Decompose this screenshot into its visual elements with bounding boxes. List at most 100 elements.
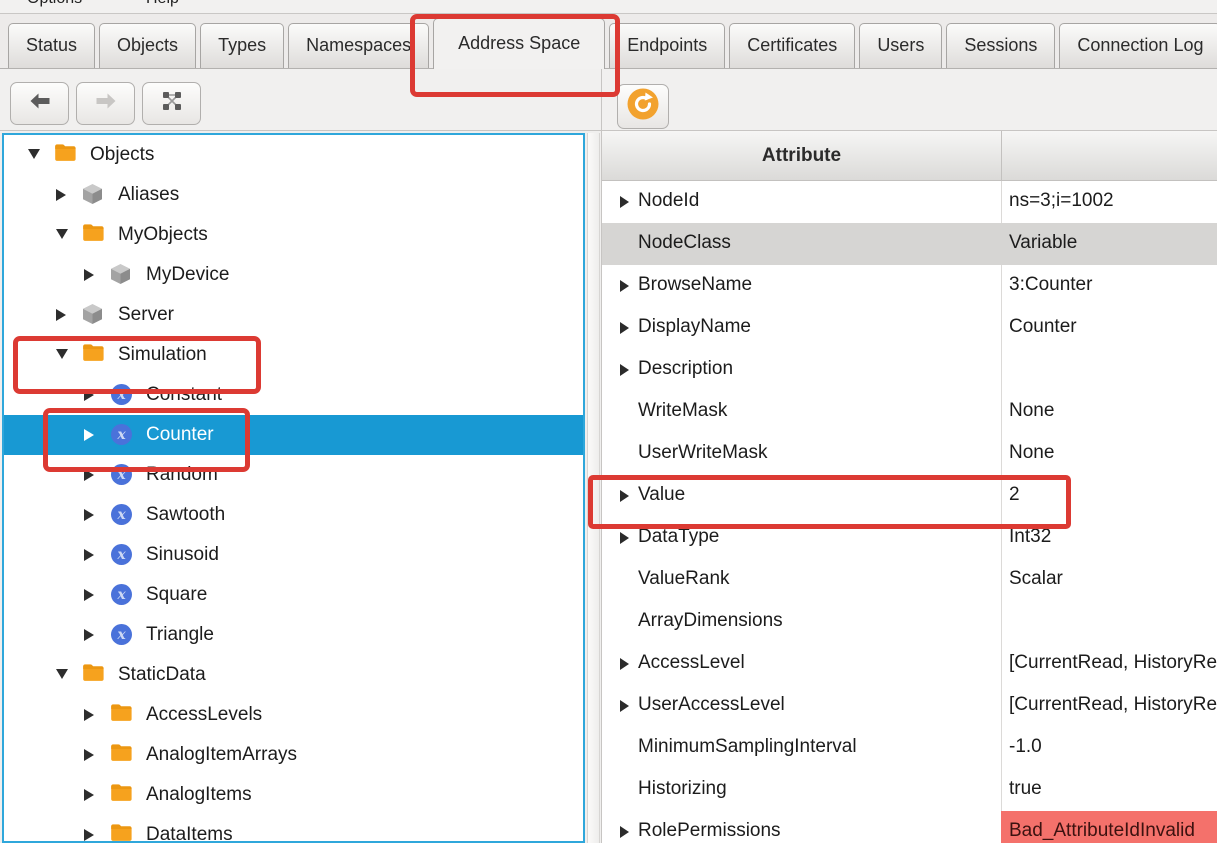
tab-types[interactable]: Types [200, 23, 285, 68]
tree-item-server[interactable]: Server [4, 295, 583, 335]
expand-arrow-icon[interactable] [84, 469, 94, 481]
attribute-value: Variable [1009, 232, 1078, 253]
expand-arrow-icon[interactable] [84, 829, 94, 841]
tree-item-staticdata[interactable]: StaticData [4, 655, 583, 695]
variable-icon: x [110, 423, 133, 451]
attribute-row-useraccesslevel[interactable]: UserAccessLevel [CurrentRead, HistoryRead… [602, 685, 1217, 727]
attribute-row-browsename[interactable]: BrowseName 3:Counter [602, 265, 1217, 307]
svg-text:x: x [116, 387, 126, 403]
expand-arrow-icon[interactable] [84, 549, 94, 561]
tab-objects[interactable]: Objects [99, 23, 197, 68]
svg-text:x: x [116, 427, 126, 443]
tree-item-objects[interactable]: Objects [4, 135, 583, 175]
attribute-row-description[interactable]: Description [602, 349, 1217, 391]
attribute-table-header: Attribute [602, 131, 1217, 181]
expand-arrow-icon[interactable] [620, 364, 629, 376]
tab-connection-log[interactable]: Connection Log [1059, 23, 1217, 68]
tree-item-analogitems[interactable]: AnalogItems [4, 775, 583, 815]
attribute-value: [CurrentRead, HistoryRead] [1009, 652, 1217, 673]
tree-item-aliases[interactable]: Aliases [4, 175, 583, 215]
attribute-name: AccessLevel [638, 652, 745, 673]
collapse-arrow-icon[interactable] [56, 349, 68, 359]
tree-item-label: Objects [90, 144, 155, 165]
expand-arrow-icon[interactable] [56, 309, 66, 321]
tree-item-label: Counter [146, 424, 214, 445]
attribute-value: Scalar [1009, 568, 1063, 589]
tree-item-mydevice[interactable]: MyDevice [4, 255, 583, 295]
attribute-row-accesslevel[interactable]: AccessLevel [CurrentRead, HistoryRead] [602, 643, 1217, 685]
attribute-row-minimumsamplinginterval[interactable]: MinimumSamplingInterval -1.0 [602, 727, 1217, 769]
expand-arrow-icon[interactable] [84, 509, 94, 521]
expand-arrow-icon[interactable] [620, 280, 629, 292]
tree-item-sinusoid[interactable]: x Sinusoid [4, 535, 583, 575]
expand-arrow-icon[interactable] [84, 789, 94, 801]
cube-icon [110, 263, 131, 290]
tree-item-accesslevels[interactable]: AccessLevels [4, 695, 583, 735]
tree-item-myobjects[interactable]: MyObjects [4, 215, 583, 255]
expand-arrow-icon[interactable] [84, 749, 94, 761]
tree-item-simulation[interactable]: Simulation [4, 335, 583, 375]
tab-endpoints[interactable]: Endpoints [609, 23, 726, 68]
back-button[interactable] [10, 82, 69, 125]
attribute-row-nodeclass[interactable]: NodeClass Variable [602, 223, 1217, 265]
tree-item-triangle[interactable]: x Triangle [4, 615, 583, 655]
expand-arrow-icon[interactable] [84, 269, 94, 281]
forward-button[interactable] [76, 82, 135, 125]
node-graph-button[interactable] [142, 82, 201, 125]
collapse-arrow-icon[interactable] [28, 149, 40, 159]
tab-namespaces[interactable]: Namespaces [288, 23, 430, 68]
cube-icon [82, 303, 103, 330]
tree-item-analogitemarrays[interactable]: AnalogItemArrays [4, 735, 583, 775]
attribute-value: ns=3;i=1002 [1009, 190, 1114, 211]
tree-item-counter[interactable]: x Counter [4, 415, 583, 455]
attribute-value: None [1009, 442, 1055, 463]
expand-arrow-icon[interactable] [84, 589, 94, 601]
expand-arrow-icon[interactable] [56, 189, 66, 201]
attribute-row-historizing[interactable]: Historizing true [602, 769, 1217, 811]
collapse-arrow-icon[interactable] [56, 229, 68, 239]
expand-arrow-icon[interactable] [620, 490, 629, 502]
attribute-row-value[interactable]: Value 2 [602, 475, 1217, 517]
expand-arrow-icon[interactable] [620, 322, 629, 334]
tab-users[interactable]: Users [859, 23, 943, 68]
tree-scrollbar[interactable] [587, 133, 600, 843]
expand-arrow-icon[interactable] [620, 826, 629, 838]
attribute-row-nodeid[interactable]: NodeId ns=3;i=1002 [602, 181, 1217, 223]
tree-item-label: DataItems [146, 824, 233, 843]
expand-arrow-icon[interactable] [620, 658, 629, 670]
tab-sessions[interactable]: Sessions [946, 23, 1056, 68]
menu-options[interactable]: Options [27, 0, 82, 8]
attribute-row-rolepermissions[interactable]: RolePermissions Bad_AttributeIdInvalid [602, 811, 1217, 843]
menu-help[interactable]: Help [146, 0, 179, 8]
tab-address-space[interactable]: Address Space [433, 18, 606, 69]
tree-item-sawtooth[interactable]: x Sawtooth [4, 495, 583, 535]
attribute-row-displayname[interactable]: DisplayName Counter [602, 307, 1217, 349]
attribute-row-userwritemask[interactable]: UserWriteMask None [602, 433, 1217, 475]
svg-text:x: x [116, 467, 126, 483]
attribute-row-arraydimensions[interactable]: ArrayDimensions [602, 601, 1217, 643]
expand-arrow-icon[interactable] [620, 532, 629, 544]
tab-certificates[interactable]: Certificates [729, 23, 856, 68]
expand-arrow-icon[interactable] [620, 700, 629, 712]
tree-item-label: MyDevice [146, 264, 230, 285]
column-divider[interactable] [1001, 131, 1002, 181]
attribute-row-writemask[interactable]: WriteMask None [602, 391, 1217, 433]
tree-item-random[interactable]: x Random [4, 455, 583, 495]
tab-status[interactable]: Status [8, 23, 96, 68]
expand-arrow-icon[interactable] [84, 629, 94, 641]
tree-item-dataitems[interactable]: DataItems [4, 815, 583, 843]
attribute-column-header[interactable]: Attribute [761, 145, 842, 166]
variable-icon: x [110, 543, 133, 571]
expand-arrow-icon[interactable] [84, 389, 94, 401]
attribute-row-valuerank[interactable]: ValueRank Scalar [602, 559, 1217, 601]
attribute-row-datatype[interactable]: DataType Int32 [602, 517, 1217, 559]
refresh-button[interactable] [617, 84, 669, 129]
expand-arrow-icon[interactable] [84, 709, 94, 721]
expand-arrow-icon[interactable] [620, 196, 629, 208]
tree-item-constant[interactable]: x Constant [4, 375, 583, 415]
tree-item-label: Simulation [118, 344, 207, 365]
expand-arrow-icon[interactable] [84, 429, 94, 441]
tree-item-square[interactable]: x Square [4, 575, 583, 615]
collapse-arrow-icon[interactable] [56, 669, 68, 679]
arrow-right-icon [95, 92, 117, 115]
